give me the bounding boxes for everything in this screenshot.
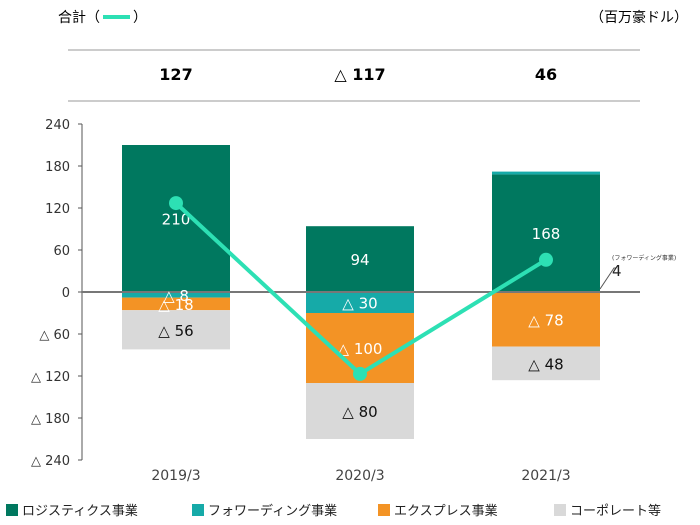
legend-swatch [6,504,18,516]
y-tick-label: △ 180 [31,412,70,427]
y-tick-label: △ 240 [31,454,70,469]
bar-data-label: △ 56 [158,322,193,340]
total-value-2020: △ 117 [334,65,385,84]
bar-data-label: △ 100 [338,340,383,358]
legend-label: コーポレート等 [570,503,661,519]
x-tick-label: 2020/3 [335,468,384,484]
y-tick-label: 180 [45,160,70,175]
callout-leader [599,267,616,290]
legend-swatch [554,504,566,516]
x-tick-label: 2019/3 [151,468,200,484]
bar-segment [306,292,414,313]
bar-segment [492,346,600,381]
callout-value: 4 [612,262,622,280]
bar-data-label: 168 [532,225,561,243]
bar-data-label: △ 30 [342,295,377,313]
segment-label-group: 210 △ 8△ 18 △ 56 94 △ 30 △ 100 △ 80 168 △ 78 △ 48 [158,211,563,422]
bar-segment [122,310,230,350]
legend-swatch [378,504,390,516]
callout-caption: (フォワーディング事業) [612,254,676,262]
total-point [539,252,553,267]
bar-data-label: 94 [350,251,369,269]
y-tick-label: 120 [45,202,70,217]
y-tick-label: 240 [45,118,70,133]
bar-group [122,145,600,439]
total-label-close: ） [133,10,147,26]
unit-label: （百万豪ドル） [590,10,688,26]
bar-segment [306,383,414,439]
y-tick-label: △ 120 [31,370,70,385]
total-label: 合計（ [58,10,100,26]
bar-segment [306,226,414,292]
legend-swatch [192,504,204,516]
bar-data-label: △ 18 [158,296,193,314]
bar-segment [122,145,230,292]
total-value-2021: 46 [535,65,557,84]
y-tick-label: 0 [62,286,70,301]
y-tick-label: △ 60 [39,328,70,343]
total-point [169,196,183,211]
x-category-group: 2019/3 2020/3 2021/3 [151,468,570,484]
total-value-2019: 127 [159,65,192,84]
y-tick-label: 60 [53,244,70,259]
bar-data-label: △ 48 [528,355,563,373]
bar-data-label: △ 78 [528,311,563,329]
bar-data-label: 210 [162,211,191,229]
bar-segment [122,297,230,311]
bar-segment [492,171,600,175]
legend-label: ロジスティクス事業 [22,503,138,519]
bar-data-label: △ 80 [342,403,377,421]
y-tick-group: 240 180 120 60 0 △ 60 △ 120 △ 180 △ 240 [31,118,82,469]
bar-segment [492,292,600,347]
x-tick-label: 2021/3 [521,468,570,484]
bar-data-label: △ 8 [163,287,189,305]
bar-segment [492,174,600,292]
legend: ロジスティクス事業 フォワーディング事業 エクスプレス事業 コーポレート等 [6,503,661,519]
legend-label: フォワーディング事業 [208,503,337,519]
total-point [353,366,367,381]
legend-label: エクスプレス事業 [394,503,498,519]
total-line-group [169,196,553,381]
bar-segment [122,292,230,298]
